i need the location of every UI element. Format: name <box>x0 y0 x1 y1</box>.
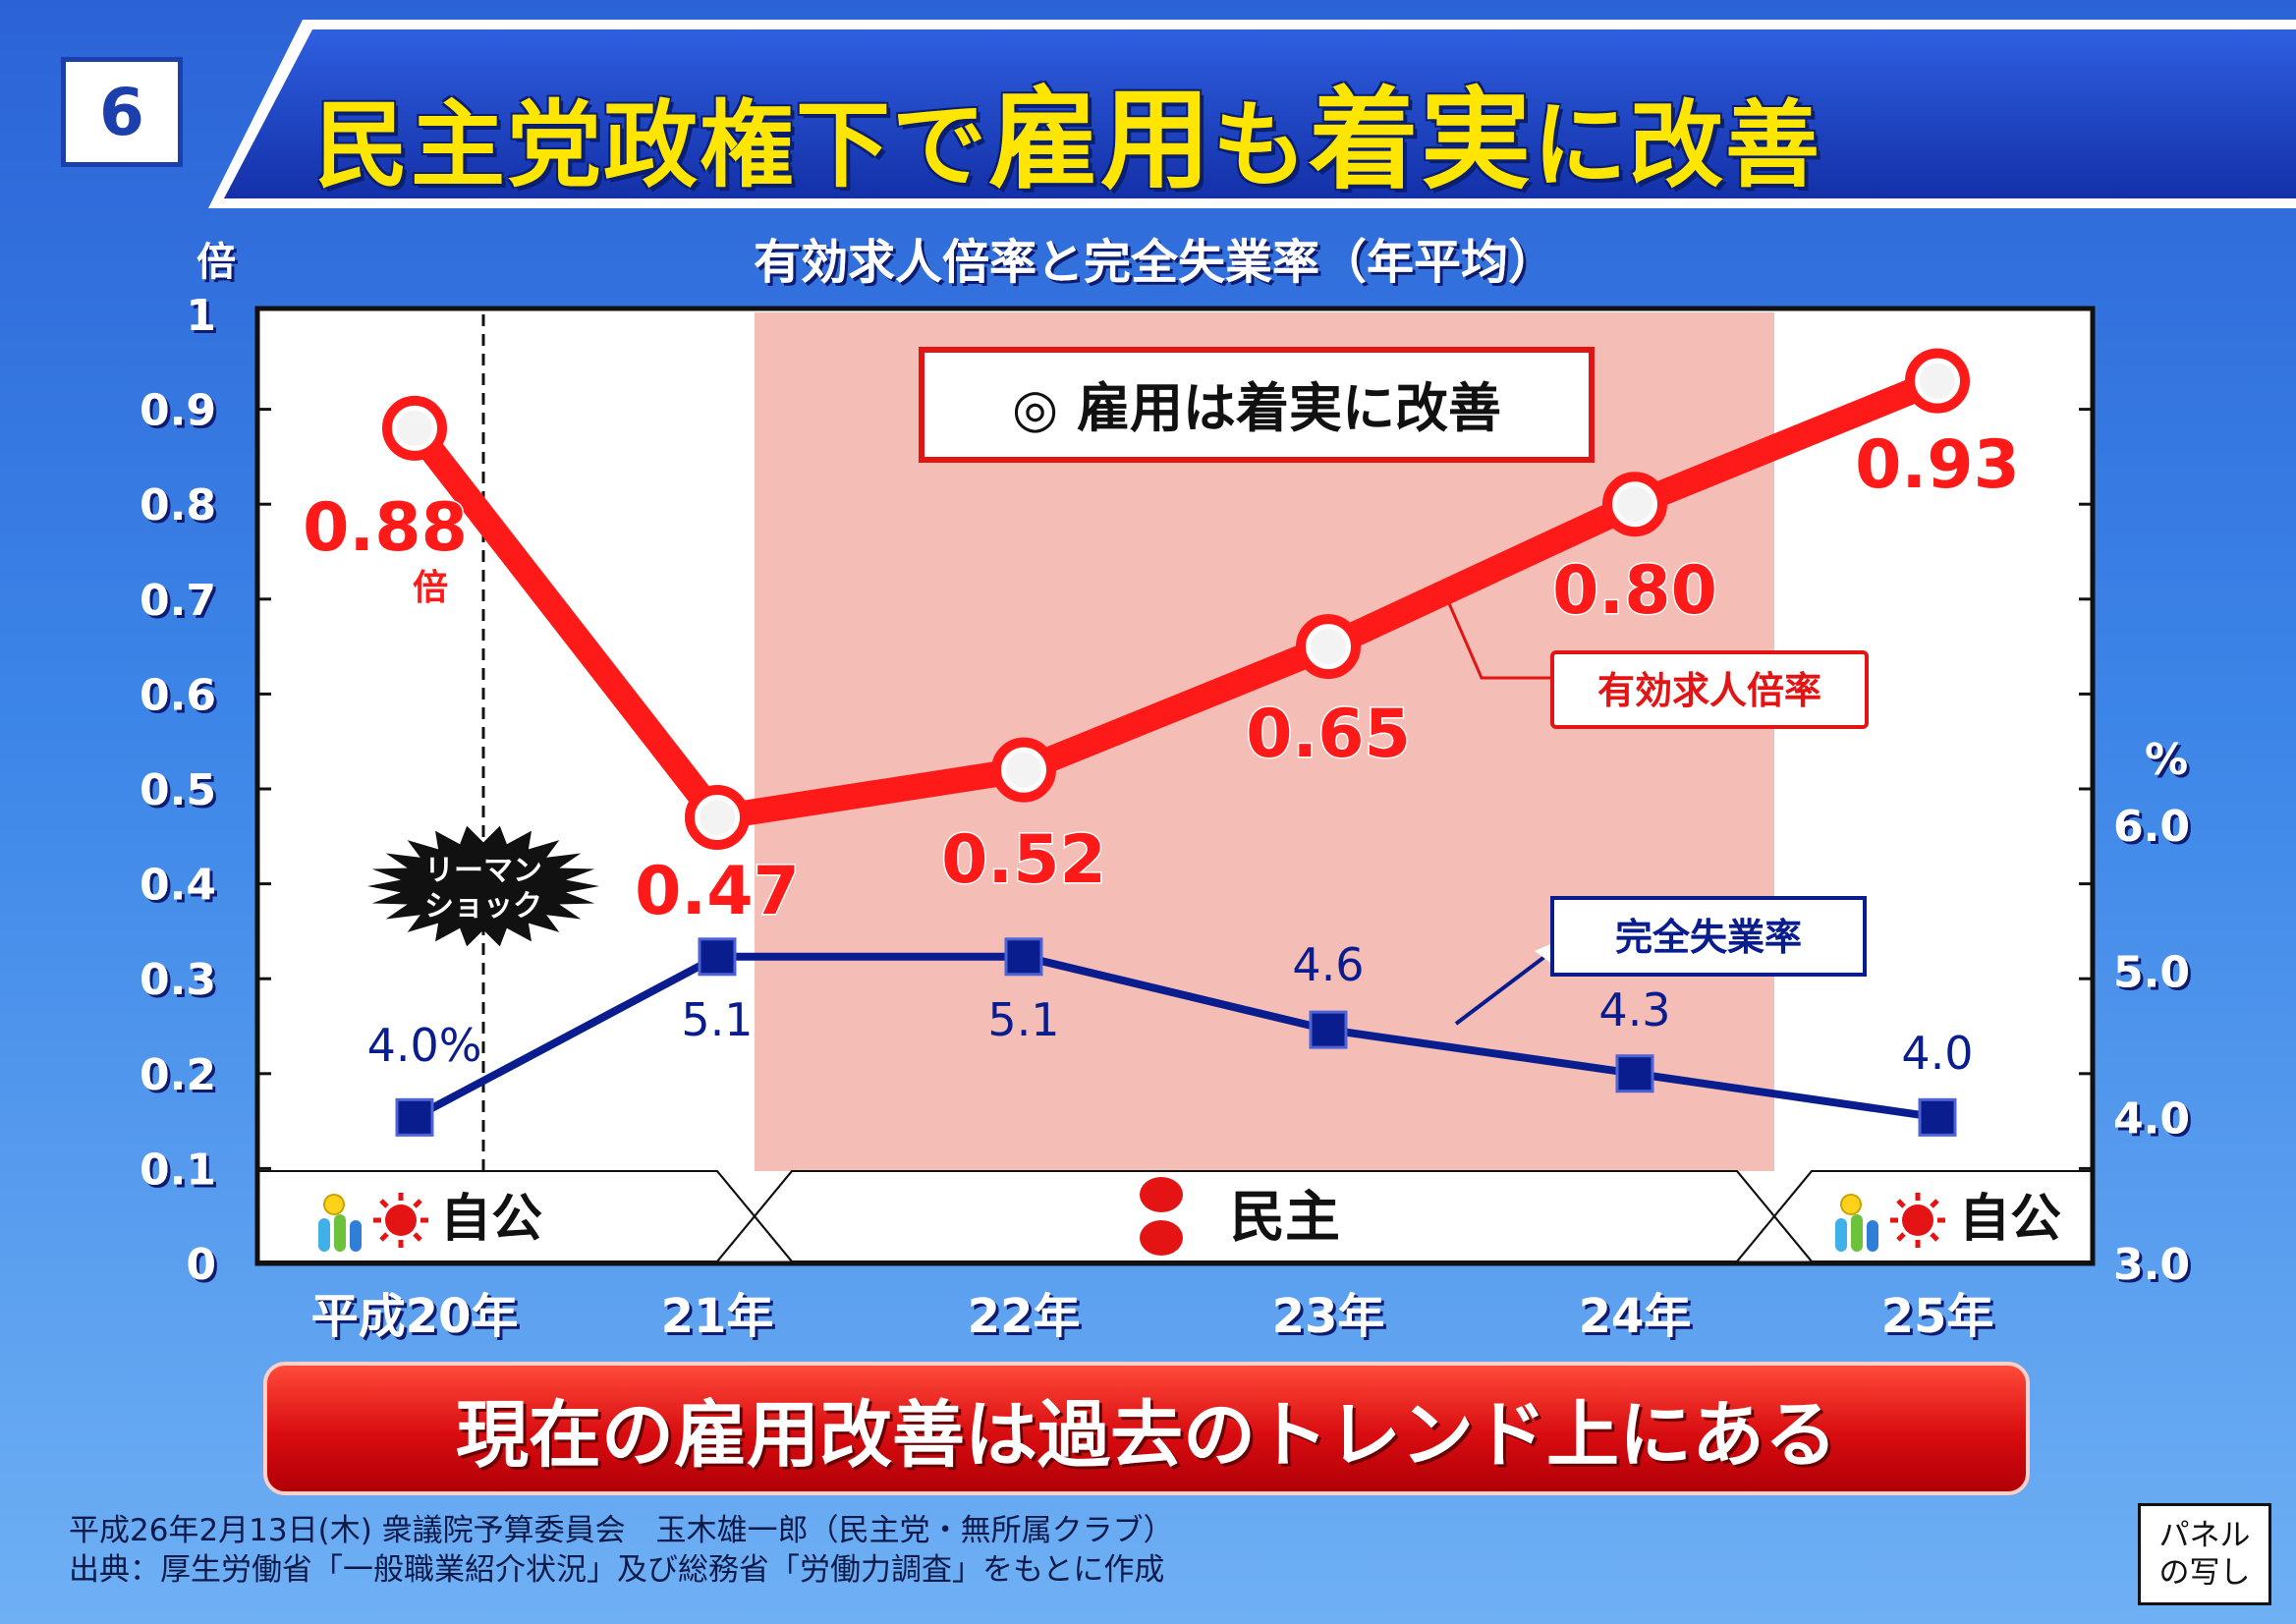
job-ratio-point-highlight <box>1311 629 1346 665</box>
job-ratio-value-label: 0.52 <box>941 821 1106 899</box>
title-banner <box>208 20 2296 208</box>
right-tick-label: 6.0 <box>2113 802 2190 852</box>
page-title: 民主党政権下で雇用も着実に改善 <box>314 51 1821 204</box>
plot-frame <box>254 306 2096 1266</box>
unemployment-value-label: 4.6 <box>1292 938 1364 991</box>
chart: 有効求人倍率と完全失業率（年平均） 倍 % 自公 民主 <box>140 235 2190 1344</box>
blue-series-name: 完全失業率 <box>1615 916 1802 959</box>
left-tick-label: 1 <box>186 291 216 341</box>
unemployment-point <box>1615 1054 1654 1093</box>
job-ratio-value-label: 0.80 <box>1552 552 1717 630</box>
sun-party-logo-icon <box>1835 1193 1945 1252</box>
job-ratio-value-label: 0.88 <box>303 489 468 567</box>
unemployment-value-label: 5.1 <box>987 993 1059 1046</box>
chart-title: 有効求人倍率と完全失業率（年平均） <box>754 235 1555 290</box>
left-tick-label: 0.7 <box>140 576 216 626</box>
x-tick-label: 23年 <box>1272 1289 1385 1344</box>
panel-copy-stamp: パネル の写し <box>2138 1503 2271 1605</box>
left-tick-label: 0 <box>186 1240 216 1290</box>
job-ratio-value-label: 0.93 <box>1855 426 2020 504</box>
right-axis: 3.0 4.0 5.0 6.0 <box>2113 802 2190 1290</box>
band-label-jiko-left: 自公 <box>440 1190 542 1249</box>
unemployment-value-label: 4.3 <box>1598 983 1670 1036</box>
unemployment-point <box>395 1097 434 1137</box>
callout-box: ◎ 雇用は着実に改善 <box>919 347 1595 463</box>
unemployment-point <box>698 937 737 977</box>
job-ratio-value-label: 0.65 <box>1246 696 1411 773</box>
x-tick-label: 24年 <box>1579 1289 1692 1344</box>
x-axis: 平成20年 21年 22年 23年 24年 25年 <box>311 1289 1994 1344</box>
unemployment-point <box>1918 1097 1957 1137</box>
left-tick-label: 0.9 <box>140 386 216 436</box>
red-series-callout: 有効求人倍率 <box>1446 600 1869 729</box>
band-label-minshu: 民主 <box>1230 1186 1340 1250</box>
left-tick-label: 0.6 <box>140 670 216 720</box>
band-label-jiko-right: 自公 <box>1959 1190 2061 1249</box>
red-series-name: 有効求人倍率 <box>1597 669 1821 712</box>
footer: 平成26年2月13日(木) 衆議院予算委員会 玉木雄一郎（民主党・無所属クラブ）… <box>69 1511 1935 1590</box>
data-labels: 0.88 0.47 0.52 0.65 0.80 0.93 倍 4.0% 5.1 5.1 4.6 4.… <box>302 425 2022 1081</box>
job-ratio-series <box>382 348 1970 850</box>
lehman-burst: リーマン ショック <box>367 825 599 947</box>
x-tick-label: 21年 <box>661 1289 774 1344</box>
right-tick-label: 5.0 <box>2113 948 2190 998</box>
unemployment-point <box>1004 937 1043 977</box>
unemployment-value-label: 5.1 <box>681 993 753 1046</box>
job-ratio-point-highlight <box>1006 752 1041 788</box>
title-part2: 雇用 <box>988 77 1212 204</box>
bottom-message-banner: 現在の雇用改善は過去のトレンド上にある <box>263 1362 2030 1495</box>
callout-text: ◎ 雇用は着実に改善 <box>1012 377 1501 439</box>
unemployment-line <box>413 952 1938 1122</box>
job-ratio-point-highlight <box>700 799 735 835</box>
job-ratio-line <box>402 367 1950 830</box>
left-axis: 0 0.1 0.2 0.3 0.4 0.5 0.6 0.7 0.8 0.9 1 <box>140 291 2093 1290</box>
left-tick-label: 0.2 <box>140 1050 216 1100</box>
title-part1: 民主党政権下で <box>314 90 988 200</box>
sun-party-logo-icon <box>318 1193 428 1252</box>
right-axis-unit: % <box>2145 735 2188 785</box>
stamp-line2: の写し <box>2158 1555 2251 1591</box>
left-tick-label: 0.5 <box>140 765 216 815</box>
minshu-logo-icon <box>1140 1177 1183 1256</box>
left-tick-label: 0.4 <box>140 861 216 911</box>
unemployment-point <box>1309 1010 1348 1049</box>
title-part3: も <box>1212 90 1309 200</box>
left-tick-label: 0.1 <box>140 1145 216 1195</box>
lehman-label-line2: ショック <box>424 889 542 924</box>
left-tick-label: 0.8 <box>140 480 216 531</box>
x-tick-label: 平成20年 <box>311 1289 519 1344</box>
unemployment-series <box>395 937 1957 1137</box>
unemployment-value-label: 4.0% <box>367 1019 482 1072</box>
right-tick-label: 4.0 <box>2113 1093 2190 1144</box>
job-ratio-point-highlight <box>1617 486 1652 523</box>
footer-line1: 平成26年2月13日(木) 衆議院予算委員会 玉木雄一郎（民主党・無所属クラブ） <box>69 1513 1174 1548</box>
title-part5: に改善 <box>1533 90 1821 200</box>
left-axis-unit: 倍 <box>196 240 236 285</box>
panel-number-badge: 6 <box>61 57 183 167</box>
unemployment-value-label: 4.0 <box>1901 1027 1973 1080</box>
x-tick-label: 25年 <box>1881 1289 1994 1344</box>
footer-line2: 出典：厚生労働省「一般職業紹介状況」及び総務省「労働力調査」をもとに作成 <box>69 1552 1165 1588</box>
title-part4: 着実 <box>1309 77 1533 204</box>
x-tick-label: 22年 <box>968 1289 1081 1344</box>
job-ratio-unit-label: 倍 <box>413 568 448 608</box>
blue-series-callout: 完全失業率 <box>1454 896 1867 1026</box>
job-ratio-point-highlight <box>1920 363 1955 399</box>
right-tick-label: 3.0 <box>2113 1240 2190 1290</box>
job-ratio-point-highlight <box>397 410 432 446</box>
left-tick-label: 0.3 <box>140 955 216 1005</box>
lehman-label-line1: リーマン <box>424 854 542 888</box>
stamp-line1: パネル <box>2158 1518 2251 1553</box>
job-ratio-value-label: 0.47 <box>635 853 800 930</box>
